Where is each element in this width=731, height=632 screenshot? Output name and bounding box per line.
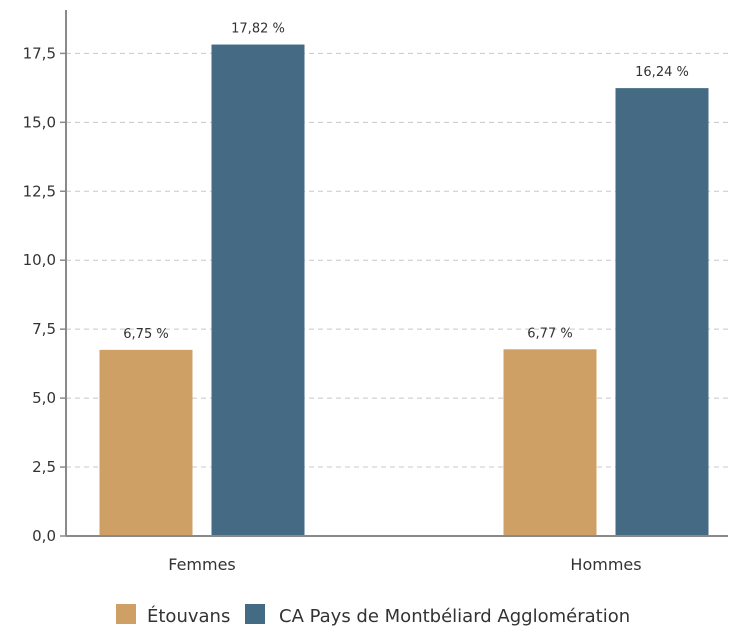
legend-swatch <box>116 604 136 624</box>
data-label: 6,77 % <box>527 326 572 341</box>
legend-label: Étouvans <box>147 605 230 627</box>
labels-layer: 6,75 % 6,77 % 17,82 % 16,24 % <box>123 22 689 342</box>
legend: Étouvans CA Pays de Montbéliard Aggloméra… <box>116 604 630 627</box>
data-label: 16,24 % <box>635 65 689 80</box>
bar <box>615 88 709 537</box>
data-label: 17,82 % <box>231 22 285 37</box>
axis-layer: 0,0 2,5 5,0 7,5 10,0 12,5 15,0 17,5 Femmes Hommes <box>23 10 728 574</box>
y-tick-label: 7,5 <box>32 320 56 338</box>
y-tick-label: 10,0 <box>23 251 56 269</box>
bar <box>99 349 193 536</box>
bar <box>503 349 597 536</box>
data-label: 6,75 % <box>123 327 168 342</box>
bars-layer <box>99 44 709 537</box>
y-tick-label: 2,5 <box>32 458 56 476</box>
legend-label: CA Pays de Montbéliard Agglomération <box>279 606 630 627</box>
legend-swatch <box>245 604 265 624</box>
bar <box>211 44 305 537</box>
y-tick-label: 0,0 <box>32 527 56 545</box>
x-category-label: Hommes <box>570 555 641 574</box>
y-tick-label: 5,0 <box>32 389 56 407</box>
y-tick-label: 17,5 <box>23 44 56 62</box>
x-category-label: Femmes <box>168 555 236 574</box>
y-tick-label: 12,5 <box>23 182 56 200</box>
y-tick-label: 15,0 <box>23 113 56 131</box>
